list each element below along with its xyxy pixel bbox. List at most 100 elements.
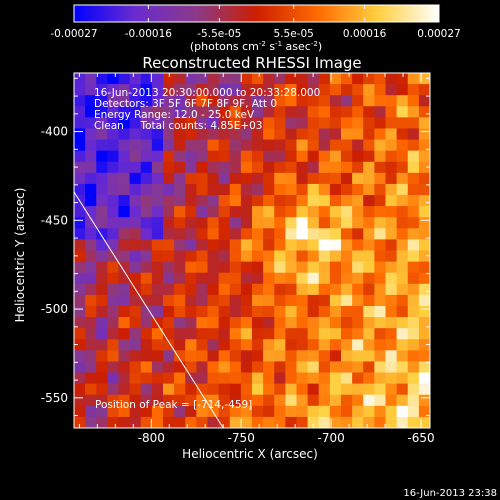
- heatmap-cell: [240, 339, 253, 351]
- heatmap-cell: [341, 383, 353, 396]
- heatmap-cell: [352, 383, 364, 396]
- heatmap-cell: [252, 183, 264, 196]
- heatmap-cell: [418, 283, 430, 296]
- heatmap-cell: [363, 305, 375, 318]
- heatmap-cell: [263, 317, 275, 329]
- heatmap-cell: [185, 206, 197, 218]
- heatmap-cell: [374, 128, 387, 141]
- heatmap-cell: [218, 106, 231, 118]
- heatmap-cell: [118, 95, 131, 107]
- heatmap-cell: [74, 328, 86, 340]
- heatmap-cell: [118, 161, 131, 174]
- heatmap-cell: [274, 383, 286, 396]
- heatmap-cell: [207, 250, 220, 263]
- heatmap-cell: [185, 128, 197, 141]
- heatmap-cell: [263, 239, 275, 252]
- heatmap-cell: [385, 161, 398, 174]
- heatmap-cell: [318, 172, 331, 185]
- heatmap-cell: [240, 383, 253, 396]
- heatmap-cell: [218, 261, 231, 274]
- heatmap-cell: [263, 283, 275, 296]
- heatmap-cell: [374, 183, 387, 196]
- heatmap-cell: [252, 328, 264, 340]
- heatmap-cell: [107, 206, 120, 218]
- heatmap-cell: [318, 250, 331, 263]
- heatmap-cell: [341, 150, 353, 163]
- heatmap-cell: [396, 128, 409, 141]
- heatmap-cell: [196, 405, 209, 418]
- heatmap-cell: [96, 305, 108, 318]
- heatmap-cell: [296, 172, 309, 185]
- heatmap-cell: [185, 73, 197, 85]
- heatmap-cell: [385, 261, 398, 274]
- heatmap-cell: [274, 350, 286, 363]
- heatmap-cell: [229, 372, 242, 385]
- heatmap-cell: [296, 206, 309, 218]
- heatmap-cell: [196, 250, 209, 263]
- heatmap-cell: [174, 350, 186, 363]
- heatmap-cell: [418, 361, 430, 374]
- heatmap-cell: [329, 250, 342, 263]
- heatmap-cell: [318, 239, 331, 252]
- heatmap-cell: [307, 394, 320, 407]
- heatmap-cell: [174, 106, 186, 118]
- heatmap-cell: [107, 416, 120, 428]
- heatmap-cell: [285, 294, 298, 307]
- heatmap-cell: [418, 228, 430, 240]
- heatmap-cell: [240, 206, 253, 218]
- heatmap-cell: [374, 283, 387, 296]
- heatmap-cell: [96, 228, 108, 240]
- heatmap-cell: [396, 272, 409, 285]
- heatmap-cell: [185, 250, 197, 263]
- heatmap-cell: [418, 394, 430, 407]
- heatmap-cell: [85, 317, 97, 329]
- heatmap-cell: [129, 239, 142, 252]
- heatmap-cell: [96, 195, 108, 207]
- heatmap-cell: [96, 150, 108, 163]
- heatmap-cell: [318, 361, 331, 374]
- heatmap-cell: [329, 128, 342, 141]
- heatmap-cell: [163, 317, 175, 329]
- heatmap-cell: [196, 294, 209, 307]
- heatmap-cell: [307, 372, 320, 385]
- heatmap-cell: [207, 84, 220, 96]
- heatmap-cell: [151, 206, 164, 218]
- heatmap-cell: [318, 161, 331, 174]
- heatmap-cell: [385, 106, 398, 118]
- heatmap-cell: [196, 394, 209, 407]
- heatmap-cell: [385, 128, 398, 141]
- heatmap-cell: [396, 339, 409, 351]
- heatmap-cell: [218, 305, 231, 318]
- heatmap-cell: [174, 283, 186, 296]
- heatmap-area: [74, 73, 430, 428]
- heatmap-cell: [285, 328, 298, 340]
- heatmap-cell: [218, 361, 231, 374]
- heatmap-cell: [163, 128, 175, 141]
- heatmap-cell: [352, 73, 364, 85]
- heatmap-cell: [329, 317, 342, 329]
- heatmap-cell: [74, 128, 86, 141]
- heatmap-cell: [329, 217, 342, 229]
- heatmap-cell: [374, 195, 387, 207]
- heatmap-cell: [196, 328, 209, 340]
- heatmap-cell: [263, 139, 275, 152]
- heatmap-cell: [363, 217, 375, 229]
- heatmap-cell: [118, 361, 131, 374]
- heatmap-cell: [263, 305, 275, 318]
- heatmap-cell: [185, 416, 197, 428]
- heatmap-cell: [307, 217, 320, 229]
- heatmap-cell: [85, 106, 97, 118]
- heatmap-cell: [307, 95, 320, 107]
- heatmap-cell: [307, 339, 320, 351]
- heatmap-cell: [418, 250, 430, 263]
- heatmap-cell: [151, 195, 164, 207]
- heatmap-cell: [229, 183, 242, 196]
- heatmap-cell: [140, 394, 153, 407]
- heatmap-cell: [118, 195, 131, 207]
- heatmap-cell: [207, 372, 220, 385]
- heatmap-cell: [418, 172, 430, 185]
- heatmap-cell: [163, 416, 175, 428]
- heatmap-cell: [396, 317, 409, 329]
- heatmap-cell: [374, 117, 387, 130]
- heatmap-cell: [385, 250, 398, 263]
